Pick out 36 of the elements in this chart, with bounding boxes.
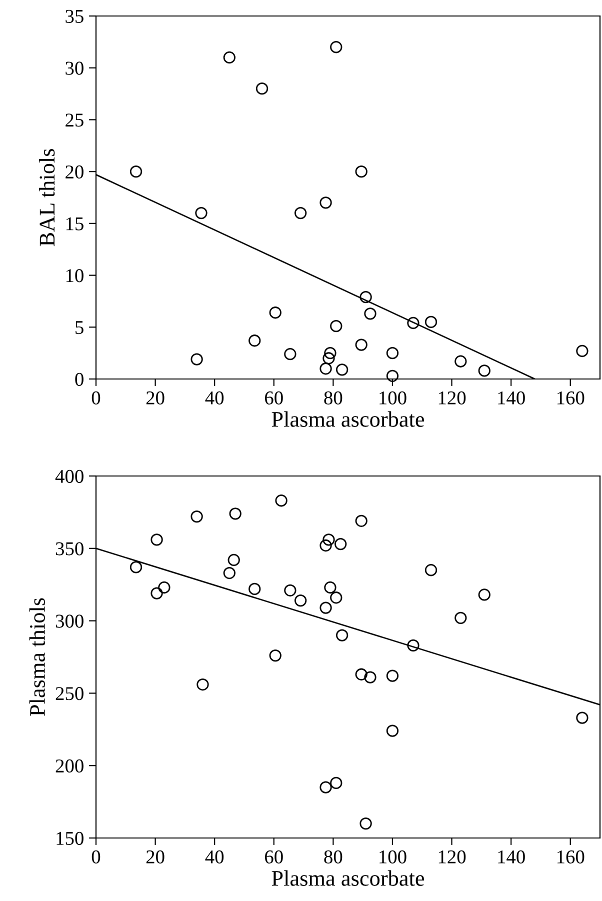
y-tick-label: 0 (75, 372, 84, 386)
y-tick-label: 30 (66, 62, 84, 75)
x-tick-label: 160 (557, 850, 584, 864)
y-tick-label: 200 (56, 759, 84, 773)
x-tick-label: 0 (92, 391, 100, 404)
y-tick-label: 10 (66, 269, 84, 282)
x-tick-label: 80 (324, 850, 342, 864)
x-tick-label: 40 (205, 391, 224, 404)
y-tick-label: 25 (66, 114, 84, 127)
x-tick-label: 100 (380, 850, 406, 864)
y-tick-label: 35 (66, 10, 84, 23)
y-tick-label: 350 (56, 542, 84, 556)
x-tick-label: 60 (264, 850, 283, 864)
x-tick-label: 120 (438, 391, 466, 404)
x-tick-label: 160 (557, 391, 584, 404)
x-tick-label: 140 (498, 850, 525, 864)
y-tick-label: 300 (56, 614, 84, 628)
y-tick-label: 15 (66, 217, 84, 230)
x-tick-label: 20 (146, 391, 164, 404)
y-axis-title: Plasma thiols (29, 598, 45, 716)
x-axis-title: Plasma ascorbate (272, 870, 424, 886)
x-tick-label: 140 (498, 391, 525, 404)
x-tick-label: 0 (92, 850, 100, 864)
x-tick-label: 40 (205, 850, 224, 864)
x-tick-label: 100 (380, 391, 406, 404)
x-tick-label: 20 (146, 850, 164, 864)
y-axis-title: BAL thiols (39, 149, 55, 246)
y-tick-label: 20 (66, 165, 84, 179)
y-tick-label: 150 (56, 832, 84, 845)
x-tick-label: 80 (324, 391, 342, 404)
x-axis-title: Plasma ascorbate (272, 411, 424, 427)
y-tick-label: 400 (55, 470, 84, 483)
y-tick-label: 5 (76, 321, 84, 334)
y-tick-label: 250 (56, 687, 84, 700)
x-tick-label: 120 (438, 850, 466, 864)
x-tick-label: 60 (264, 391, 283, 404)
